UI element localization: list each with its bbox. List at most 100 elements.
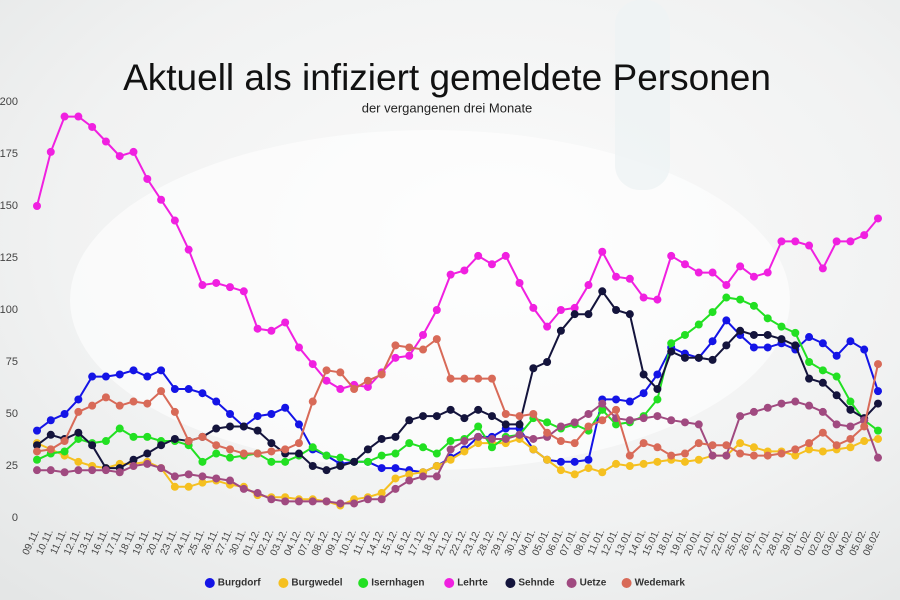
data-point bbox=[874, 387, 882, 396]
data-point bbox=[625, 451, 634, 460]
data-point bbox=[501, 410, 510, 418]
legend-marker bbox=[621, 578, 632, 588]
data-point bbox=[805, 445, 814, 454]
data-point bbox=[749, 301, 758, 310]
data-point bbox=[60, 410, 69, 418]
data-point bbox=[474, 422, 483, 431]
data-point bbox=[556, 466, 565, 475]
data-point bbox=[694, 439, 703, 448]
data-point bbox=[377, 370, 386, 379]
data-point bbox=[46, 445, 55, 454]
data-point bbox=[281, 445, 290, 454]
data-point bbox=[474, 439, 483, 448]
data-point bbox=[680, 457, 689, 466]
data-point bbox=[515, 430, 524, 439]
data-point bbox=[832, 391, 841, 400]
y-tick-label: 50 bbox=[6, 408, 18, 420]
data-point bbox=[874, 453, 882, 462]
data-point bbox=[529, 445, 538, 454]
data-point bbox=[432, 472, 441, 481]
data-point bbox=[556, 437, 565, 446]
data-point bbox=[170, 472, 179, 481]
data-point bbox=[184, 482, 193, 491]
data-point bbox=[294, 439, 303, 448]
data-point bbox=[708, 337, 717, 346]
data-point bbox=[336, 453, 345, 462]
data-point bbox=[170, 407, 179, 416]
data-point bbox=[694, 320, 703, 329]
data-point bbox=[226, 422, 235, 431]
data-point bbox=[460, 266, 469, 275]
data-point bbox=[846, 434, 855, 443]
data-point bbox=[46, 147, 55, 156]
data-point bbox=[74, 434, 83, 443]
data-point bbox=[129, 455, 138, 464]
data-point bbox=[419, 472, 428, 481]
data-point bbox=[226, 445, 235, 454]
data-point bbox=[101, 137, 110, 146]
legend-label: Wedemark bbox=[635, 578, 686, 589]
data-point bbox=[846, 337, 855, 346]
data-point bbox=[460, 414, 469, 423]
data-point bbox=[432, 306, 441, 314]
data-point bbox=[33, 466, 41, 475]
data-point bbox=[184, 385, 193, 394]
data-point bbox=[570, 457, 579, 466]
data-point bbox=[474, 374, 483, 383]
data-point bbox=[584, 281, 593, 290]
data-point bbox=[598, 287, 607, 296]
data-point bbox=[653, 295, 662, 304]
data-point bbox=[281, 403, 290, 412]
data-point bbox=[405, 470, 414, 479]
data-point bbox=[101, 393, 110, 402]
data-point bbox=[115, 152, 124, 161]
data-point bbox=[846, 237, 855, 246]
data-point bbox=[198, 432, 207, 441]
data-point bbox=[487, 374, 496, 383]
background-shape bbox=[70, 130, 790, 470]
data-point bbox=[294, 449, 303, 458]
data-point bbox=[143, 432, 152, 441]
data-point bbox=[212, 449, 221, 458]
data-point bbox=[60, 468, 69, 477]
data-point bbox=[350, 457, 359, 466]
data-point bbox=[612, 420, 621, 429]
legend-marker bbox=[505, 578, 516, 588]
data-point bbox=[350, 499, 359, 508]
data-point bbox=[88, 122, 97, 131]
data-point bbox=[584, 455, 593, 464]
data-point bbox=[736, 295, 745, 304]
data-point bbox=[212, 474, 221, 483]
data-point bbox=[529, 410, 538, 418]
data-point bbox=[46, 416, 55, 425]
data-point bbox=[777, 449, 786, 458]
data-point bbox=[625, 274, 634, 283]
data-point bbox=[832, 351, 841, 360]
data-point bbox=[33, 202, 41, 210]
data-point bbox=[267, 439, 276, 448]
data-point bbox=[805, 401, 814, 410]
data-point bbox=[363, 457, 372, 466]
data-point bbox=[598, 468, 607, 477]
data-point bbox=[336, 368, 345, 377]
data-point bbox=[598, 416, 607, 425]
data-point bbox=[267, 495, 276, 504]
data-point bbox=[212, 278, 221, 287]
data-point bbox=[198, 281, 207, 290]
data-point bbox=[405, 343, 414, 352]
data-point bbox=[501, 420, 510, 429]
data-point bbox=[226, 283, 235, 292]
data-point bbox=[791, 237, 800, 246]
data-point bbox=[818, 447, 827, 456]
data-point bbox=[101, 466, 110, 475]
data-point bbox=[860, 231, 869, 240]
data-point bbox=[805, 333, 814, 342]
data-point bbox=[680, 418, 689, 427]
data-point bbox=[501, 434, 510, 443]
data-point bbox=[294, 420, 303, 429]
data-point bbox=[487, 443, 496, 452]
data-point bbox=[584, 410, 593, 418]
data-point bbox=[294, 343, 303, 352]
data-point bbox=[529, 434, 538, 443]
data-point bbox=[584, 422, 593, 431]
